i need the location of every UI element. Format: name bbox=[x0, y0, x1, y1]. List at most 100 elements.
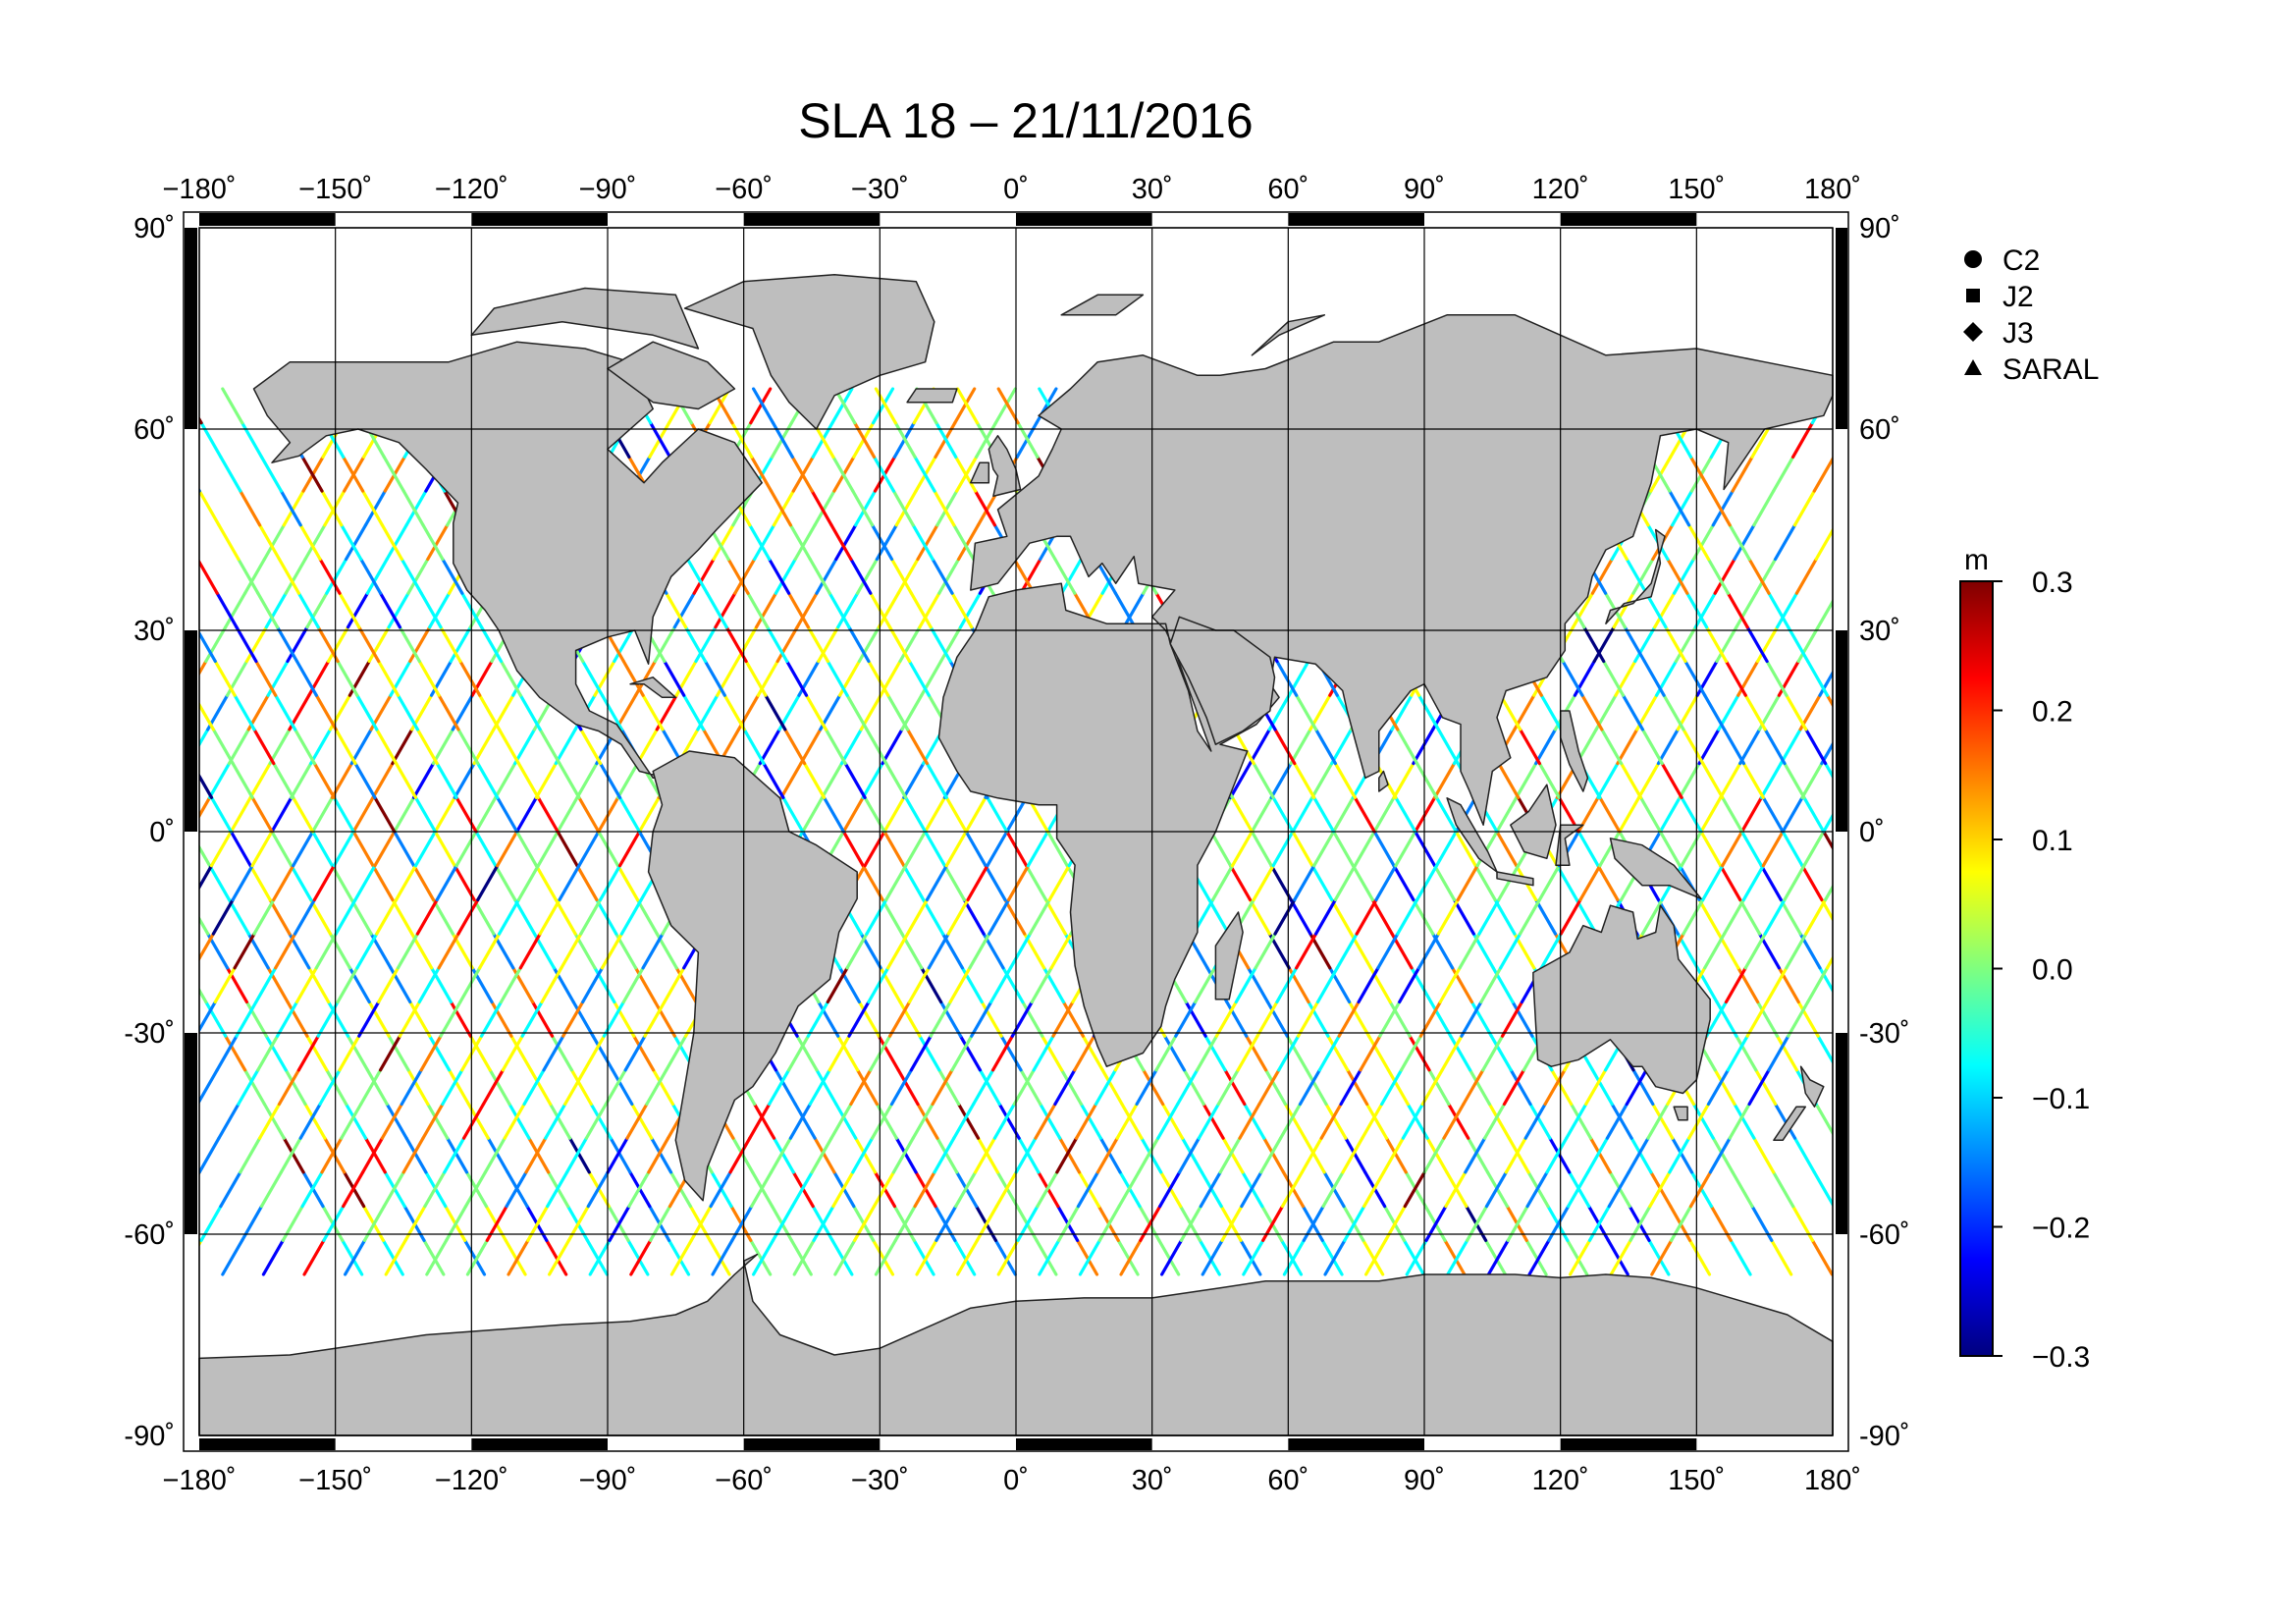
track-segment bbox=[621, 966, 645, 1004]
track-segment bbox=[1602, 659, 1626, 697]
track-segment bbox=[1666, 557, 1689, 595]
colorbar-ramp bbox=[1959, 580, 1994, 1357]
track-segment bbox=[1351, 864, 1374, 902]
track-segment bbox=[1783, 761, 1806, 799]
track-segment bbox=[1282, 1238, 1306, 1276]
track-segment bbox=[905, 897, 930, 936]
map-frame bbox=[183, 211, 1849, 1452]
track-segment bbox=[413, 795, 437, 834]
track-segment bbox=[1919, 560, 1939, 594]
track-segment bbox=[1312, 795, 1336, 834]
track-segment bbox=[1366, 1034, 1391, 1072]
track-segment bbox=[1038, 1238, 1061, 1276]
track-segment bbox=[964, 795, 988, 834]
track-segment bbox=[529, 1068, 553, 1107]
track-segment bbox=[929, 625, 952, 664]
frame-bar bbox=[743, 1438, 881, 1450]
track-segment bbox=[1792, 1136, 1816, 1174]
track-segment bbox=[563, 1068, 587, 1107]
track-segment bbox=[953, 387, 977, 425]
track-segment bbox=[1469, 1000, 1493, 1038]
track-segment bbox=[371, 761, 395, 799]
track-segment bbox=[0, 1002, 11, 1037]
track-segment bbox=[1646, 1102, 1670, 1140]
track-segment bbox=[1580, 693, 1604, 731]
legend-label: SARAL bbox=[2002, 353, 2099, 386]
track-segment bbox=[1427, 1068, 1451, 1107]
track-segment bbox=[1293, 864, 1316, 902]
track-segment bbox=[199, 932, 215, 962]
track-segment bbox=[1113, 591, 1137, 629]
track-segment bbox=[1321, 1170, 1345, 1209]
track-segment bbox=[1298, 1068, 1322, 1107]
track-segment bbox=[828, 591, 851, 629]
frame-bar bbox=[1836, 1033, 1847, 1234]
track-segment bbox=[843, 761, 867, 799]
track-segment bbox=[74, 627, 93, 662]
track-segment bbox=[476, 864, 500, 902]
track-segment bbox=[1333, 864, 1357, 902]
track-segment bbox=[1035, 387, 1058, 425]
track-segment bbox=[1855, 1172, 1875, 1207]
track-segment bbox=[336, 966, 359, 1004]
track-segment bbox=[505, 1170, 528, 1209]
track-segment bbox=[1738, 897, 1762, 936]
track-segment bbox=[128, 866, 147, 900]
track-segment bbox=[536, 830, 560, 868]
track-segment bbox=[1739, 830, 1764, 868]
track-segment bbox=[597, 830, 620, 868]
track-segment bbox=[577, 795, 601, 834]
track-segment bbox=[1796, 1000, 1820, 1038]
track-segment bbox=[1802, 830, 1826, 868]
track-segment bbox=[665, 591, 688, 629]
track-segment bbox=[1310, 761, 1334, 799]
track-segment bbox=[1713, 1068, 1736, 1107]
track-segment bbox=[1028, 897, 1051, 936]
track-segment bbox=[2101, 1172, 2120, 1207]
track-segment bbox=[516, 761, 540, 799]
lon-label-bottom: 120˚ bbox=[1532, 1465, 1589, 1496]
track-segment bbox=[845, 693, 869, 731]
track-segment bbox=[929, 1000, 952, 1038]
track-segment bbox=[1596, 761, 1620, 799]
track-segment bbox=[1228, 761, 1253, 799]
track-segment bbox=[1117, 1170, 1141, 1209]
track-segment bbox=[1704, 625, 1729, 664]
track-segment bbox=[1326, 1034, 1350, 1072]
track-segment bbox=[1703, 693, 1727, 731]
frame-bar bbox=[1560, 213, 1697, 226]
track-segment bbox=[1625, 557, 1648, 595]
track-segment bbox=[480, 1000, 504, 1038]
track-segment bbox=[1405, 1238, 1428, 1276]
lat-label-right: -30˚ bbox=[1859, 1018, 1910, 1050]
track-segment bbox=[1095, 1136, 1119, 1174]
track-segment bbox=[437, 932, 460, 970]
track-segment bbox=[1767, 591, 1790, 629]
track-segment bbox=[1388, 1000, 1412, 1038]
track-segment bbox=[802, 761, 827, 799]
track-segment bbox=[1843, 866, 1863, 900]
track-segment bbox=[1468, 1068, 1492, 1107]
track-segment bbox=[1697, 897, 1721, 936]
track-segment bbox=[916, 523, 939, 562]
track-segment bbox=[857, 625, 881, 664]
track-segment bbox=[199, 864, 214, 891]
track-segment bbox=[577, 830, 601, 868]
track-segment bbox=[93, 662, 113, 696]
track-segment bbox=[907, 966, 931, 1004]
track-segment bbox=[208, 761, 232, 799]
track-segment bbox=[645, 1068, 668, 1107]
track-segment bbox=[1201, 1102, 1225, 1140]
track-segment bbox=[1372, 830, 1396, 868]
track-segment bbox=[2016, 1240, 2036, 1274]
track-segment bbox=[481, 1068, 506, 1107]
track-segment bbox=[788, 523, 812, 562]
track-segment bbox=[762, 761, 785, 799]
track-segment bbox=[1903, 899, 1923, 934]
track-segment bbox=[724, 625, 748, 664]
track-segment bbox=[558, 761, 581, 799]
track-segment bbox=[817, 625, 840, 664]
track-segment bbox=[1116, 1238, 1140, 1276]
track-segment bbox=[571, 1000, 595, 1038]
track-segment bbox=[248, 761, 272, 799]
